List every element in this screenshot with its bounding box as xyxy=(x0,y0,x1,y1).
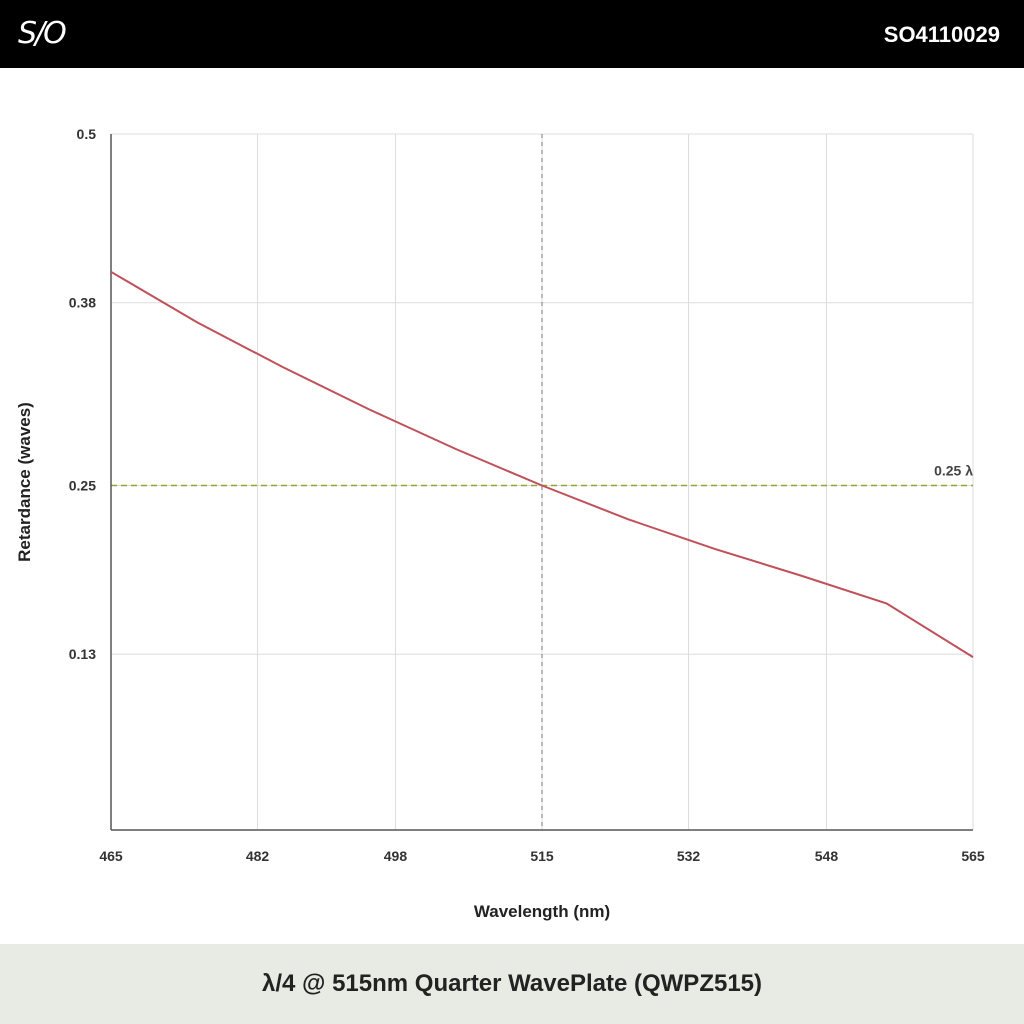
x-tick-label: 482 xyxy=(246,848,270,864)
y-tick-label: 0.38 xyxy=(69,295,96,311)
axis-layer xyxy=(110,134,973,831)
retardance-chart: 465 482 498 515 532 548 565 0.5 0.38 0.25 0.13 0.25… xyxy=(15,126,985,921)
x-tick-label: 515 xyxy=(530,848,554,864)
x-tick-label: 565 xyxy=(961,848,985,864)
product-title: λ/4 @ 515nm Quarter WavePlate (QWPZ515) xyxy=(261,970,763,997)
y-tick-label: 0.5 xyxy=(77,126,97,142)
y-tick-label: 0.13 xyxy=(69,646,96,662)
retardance-curve-series-0 xyxy=(110,270,974,658)
x-tick-label: 465 xyxy=(99,848,123,864)
chart-area: 465 482 498 515 532 548 565 0.5 0.38 0.25 0.13 0.25… xyxy=(0,68,1024,944)
reference-line-label: 0.25 λ xyxy=(934,463,973,479)
x-axis-title: Wavelength (nm) xyxy=(474,902,610,921)
y-axis-title: Retardance (waves) xyxy=(15,402,34,562)
x-tick-label: 498 xyxy=(384,848,408,864)
y-tick-label: 0.25 xyxy=(69,478,96,494)
x-tick-label: 532 xyxy=(677,848,701,864)
series-layer xyxy=(110,270,974,658)
footer-bar: λ/4 @ 515nm Quarter WavePlate (QWPZ515) xyxy=(0,944,1024,1024)
part-number: SO4110029 xyxy=(883,22,1000,47)
x-tick-label: 548 xyxy=(815,848,839,864)
brand-logo: S/O xyxy=(18,16,67,51)
label-layer: 465 482 498 515 532 548 565 0.5 0.38 0.25 0.13 0.25… xyxy=(15,126,985,921)
header-bar: S/O SO4110029 xyxy=(0,0,1024,68)
